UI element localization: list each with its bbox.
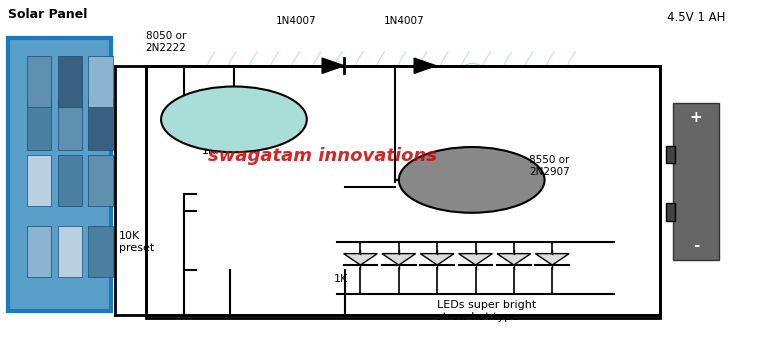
Text: swagatam innovations: swagatam innovations: [208, 147, 436, 165]
Text: 1K: 1K: [334, 274, 348, 283]
FancyBboxPatch shape: [173, 118, 196, 194]
FancyBboxPatch shape: [27, 99, 51, 150]
Text: 8050 or
2N2222: 8050 or 2N2222: [146, 31, 186, 53]
FancyBboxPatch shape: [58, 99, 82, 150]
FancyBboxPatch shape: [88, 226, 113, 277]
FancyBboxPatch shape: [173, 211, 196, 270]
Text: 8550 or
2N2907: 8550 or 2N2907: [529, 155, 570, 177]
FancyBboxPatch shape: [334, 187, 357, 270]
Polygon shape: [459, 254, 492, 265]
FancyBboxPatch shape: [58, 155, 82, 207]
FancyBboxPatch shape: [88, 56, 113, 107]
FancyBboxPatch shape: [146, 66, 660, 318]
Polygon shape: [497, 254, 531, 265]
FancyBboxPatch shape: [8, 38, 111, 311]
FancyBboxPatch shape: [673, 103, 719, 260]
FancyBboxPatch shape: [88, 99, 113, 150]
Text: 1K: 1K: [202, 146, 216, 155]
FancyBboxPatch shape: [27, 155, 51, 207]
Polygon shape: [414, 58, 436, 73]
Text: -: -: [693, 238, 700, 253]
Polygon shape: [344, 254, 377, 265]
Text: 1N4007: 1N4007: [276, 16, 317, 26]
FancyBboxPatch shape: [27, 56, 51, 107]
FancyBboxPatch shape: [666, 203, 675, 221]
Text: 4.5V 1 AH: 4.5V 1 AH: [667, 11, 726, 24]
Circle shape: [399, 147, 545, 213]
Polygon shape: [382, 254, 416, 265]
FancyBboxPatch shape: [27, 226, 51, 277]
Text: +: +: [690, 110, 703, 125]
FancyBboxPatch shape: [88, 155, 113, 207]
Polygon shape: [322, 58, 344, 73]
Text: 10K
preset: 10K preset: [119, 231, 154, 253]
Text: LEDs super bright
straw hat type: LEDs super bright straw hat type: [437, 300, 536, 322]
Text: Solar Panel: Solar Panel: [8, 8, 87, 21]
FancyBboxPatch shape: [58, 226, 82, 277]
FancyBboxPatch shape: [666, 146, 675, 163]
Polygon shape: [535, 254, 569, 265]
Polygon shape: [420, 254, 454, 265]
Text: 1N4007: 1N4007: [384, 16, 424, 26]
Circle shape: [161, 86, 307, 152]
FancyBboxPatch shape: [58, 56, 82, 107]
